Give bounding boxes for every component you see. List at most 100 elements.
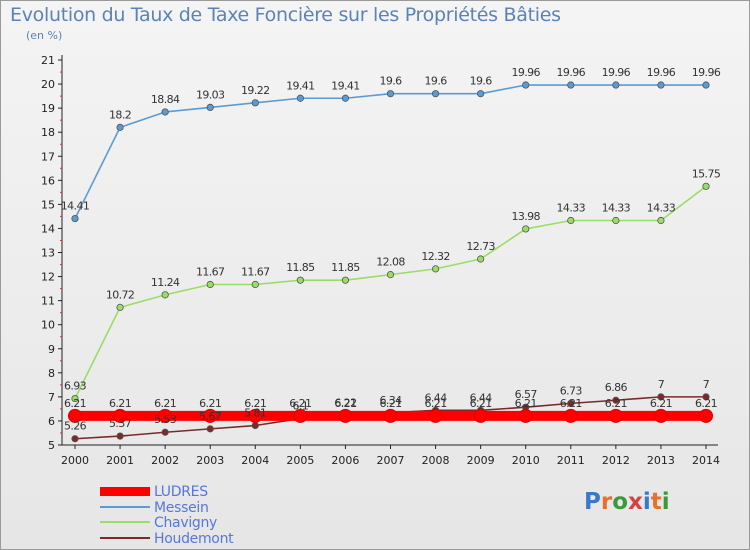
data-label-messein: 19.03 [196,88,225,101]
legend-item-ludres[interactable]: LUDRES [100,484,300,500]
x-tick-label: 2007 [377,454,405,467]
y-tick-label: 9 [48,343,55,356]
data-point-chavigny [161,291,169,299]
data-label-messein: 19.6 [425,75,448,88]
data-point-ludres [608,408,623,423]
data-label-ludres: 6.21 [64,397,86,410]
data-point-chavigny [702,182,710,190]
data-label-houdemont: 7 [658,378,665,391]
data-point-messein [522,81,530,89]
data-point-ludres [338,408,353,423]
data-point-messein [612,81,620,89]
y-tick-label: 18 [41,126,55,139]
chart-title: Evolution du Taux de Taxe Foncière sur l… [10,4,561,26]
data-label-ludres: 6.21 [379,397,401,410]
data-label-ludres: 6.21 [289,397,311,410]
data-point-chavigny [71,394,79,403]
y-tick-label: 17 [41,150,55,163]
y-tick-label: 11 [41,295,55,308]
data-label-ludres: 6.21 [425,397,447,410]
data-label-messein: 19.6 [470,75,493,88]
data-point-ludres [113,408,128,423]
data-point-chavigny [206,280,214,289]
data-label-messein: 19.96 [557,66,586,79]
x-tick-label: 2009 [467,454,495,467]
data-label-ludres: 6.21 [334,397,356,410]
legend-swatch-chavigny [100,521,150,523]
data-label-houdemont: 5.53 [154,413,177,426]
logo-letter: i [661,489,670,515]
data-point-messein [431,90,440,98]
data-label-messein: 19.41 [331,79,360,92]
data-label-ludres: 6.21 [650,397,672,410]
legend-label-messein: Messein [154,500,209,516]
data-point-messein [116,123,124,131]
data-label-ludres: 6.21 [470,397,492,410]
data-label-ludres: 6.21 [109,397,131,410]
data-point-ludres [563,408,578,423]
data-point-houdemont [657,393,665,401]
data-point-messein [386,90,395,98]
series-line-chavigny [74,185,707,399]
data-point-ludres [518,408,533,423]
data-point-messein [702,81,710,89]
y-tick-label: 10 [41,319,55,332]
data-point-ludres [158,408,173,423]
data-point-chavigny [477,255,485,263]
data-point-messein [477,90,485,98]
x-tick-label: 2001 [106,454,134,467]
data-label-houdemont: 6.44 [425,391,448,404]
y-tick-label: 21 [41,54,55,67]
data-label-chavigny: 11.24 [151,276,180,289]
x-tick-label: 2008 [422,454,450,467]
data-point-messein [657,81,665,89]
logo-letter: x [628,489,643,515]
data-label-houdemont: 6.73 [560,384,583,397]
legend-item-houdemont[interactable]: Houdemont [100,531,300,547]
y-tick-label: 13 [41,247,55,260]
data-point-messein [161,108,169,116]
data-point-houdemont [567,399,575,407]
y-tick-label: 8 [48,367,55,380]
legend-label-chavigny: Chavigny [154,515,218,531]
data-label-messein: 19.96 [511,66,540,79]
data-label-chavigny: 6.93 [64,380,87,393]
data-label-ludres: 6.21 [244,397,266,410]
data-point-ludres [653,408,668,423]
logo-letter: t [650,489,662,515]
data-label-ludres: 6.21 [695,397,717,410]
x-tick-label: 2014 [692,454,720,467]
logo-letter: r [600,489,613,515]
y-tick-label: 7 [48,391,55,404]
data-label-ludres: 6.21 [515,397,537,410]
data-label-houdemont: 5.81 [244,407,266,420]
data-point-ludres [293,408,308,423]
data-label-chavigny: 13.98 [511,210,540,223]
legend-item-chavigny[interactable]: Chavigny [100,515,300,531]
data-label-chavigny: 15.75 [692,167,721,180]
legend-item-messein[interactable]: Messein [100,500,300,516]
logo-letter: P [584,489,601,515]
data-label-messein: 19.96 [647,66,676,79]
data-point-ludres [473,408,488,423]
y-tick-label: 12 [41,271,55,284]
data-label-chavigny: 14.33 [602,201,631,214]
legend-swatch-houdemont [100,537,150,539]
data-label-chavigny: 12.32 [421,250,450,263]
data-point-houdemont [612,396,620,404]
legend-swatch-messein [100,506,150,508]
data-label-messein: 19.96 [602,66,631,79]
data-label-houdemont: 5.26 [64,420,87,433]
data-label-houdemont: 6.34 [379,394,402,407]
data-label-chavigny: 11.85 [286,261,315,274]
data-point-chavigny [116,303,124,311]
data-point-messein [251,99,259,107]
data-label-houdemont: 6.44 [470,391,493,404]
data-point-houdemont [116,432,124,440]
legend-swatch-ludres [100,487,150,496]
data-label-chavigny: 10.72 [106,288,135,301]
data-label-ludres: 6.21 [560,397,582,410]
data-point-messein [206,103,214,112]
legend-label-ludres: LUDRES [154,484,208,500]
